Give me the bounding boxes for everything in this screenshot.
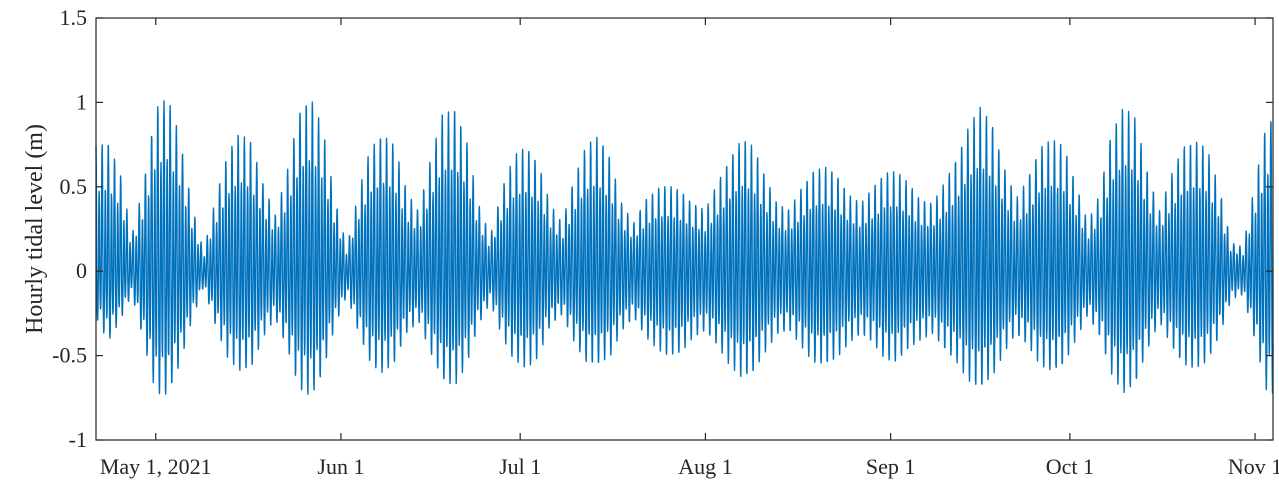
x-tick-label: Aug 1 [678, 454, 732, 479]
tidal-level-series-line [95, 100, 1274, 395]
series-layer [95, 100, 1274, 395]
x-tick-label: Nov 1 [1228, 454, 1279, 479]
y-tick-label: 1 [76, 89, 87, 114]
plot-area [95, 17, 1274, 441]
y-axis-title: Hourly tidal level (m) [22, 124, 48, 334]
x-tick-label: Jun 1 [317, 454, 364, 479]
x-tick-label: May 1, 2021 [100, 454, 212, 479]
y-axis: -1 -0.5 0 0.5 1 1.5 [52, 5, 1273, 452]
y-tick-label: 0.5 [60, 174, 88, 199]
x-tick-label: Jul 1 [499, 454, 541, 479]
x-tick-label: Oct 1 [1046, 454, 1094, 479]
y-tick-label: -0.5 [52, 343, 87, 368]
y-tick-label: 0 [76, 258, 87, 283]
x-tick-label: Sep 1 [866, 454, 916, 479]
x-axis: May 1, 2021 Jun 1 Jul 1 Aug 1 Sep 1 Oct 1 Nov … [100, 18, 1279, 479]
y-tick-label: 1.5 [60, 5, 88, 30]
axes-box [95, 17, 1274, 441]
y-tick-label: -1 [69, 427, 87, 452]
